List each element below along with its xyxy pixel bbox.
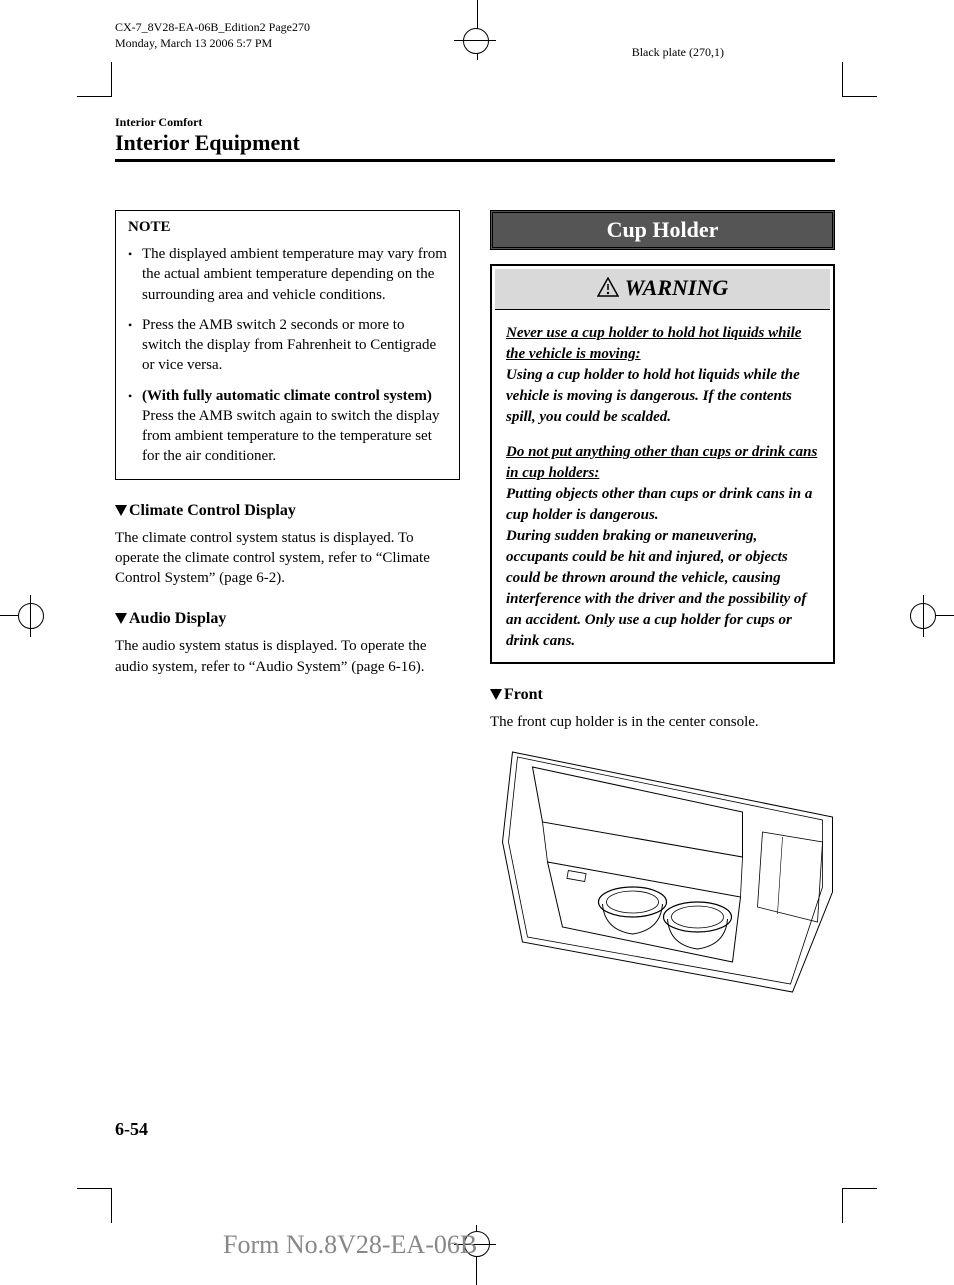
audio-heading: Audio Display — [115, 610, 460, 628]
page-content: Interior Comfort Interior Equipment NOTE… — [115, 115, 835, 1007]
cup-holder-illustration — [490, 742, 835, 1002]
black-plate-label: Black plate (270,1) — [632, 45, 724, 60]
corner-mark-bl — [77, 1188, 112, 1223]
warning-box: WARNING Never use a cup holder to hold h… — [490, 264, 835, 664]
warning-label: WARNING — [625, 275, 729, 300]
warning-text-2: Putting objects other than cups or drink… — [506, 486, 812, 649]
note-item-text: Press the AMB switch 2 seconds or more t… — [142, 317, 436, 374]
triangle-icon — [115, 613, 127, 624]
print-header-line2: Monday, March 13 2006 5:7 PM — [115, 36, 310, 52]
note-item-text: The displayed ambient temperature may va… — [142, 246, 447, 303]
crop-mark-top — [474, 0, 480, 60]
crop-mark-left — [0, 613, 40, 619]
audio-heading-text: Audio Display — [129, 610, 226, 627]
right-column: Cup Holder WARNING Never use a cup holde… — [490, 210, 835, 1007]
climate-body: The climate control system status is dis… — [115, 528, 460, 589]
crop-mark-top-h — [454, 40, 496, 41]
form-number: Form No.8V28-EA-06B — [223, 1230, 477, 1260]
warning-underline-2: Do not put anything other than cups or d… — [506, 442, 819, 484]
warning-para-2: Do not put anything other than cups or d… — [506, 442, 819, 652]
note-item: Press the AMB switch 2 seconds or more t… — [142, 315, 447, 376]
crop-mark-right-v — [923, 595, 924, 637]
note-title: NOTE — [128, 219, 447, 236]
note-box: NOTE The displayed ambient temperature m… — [115, 210, 460, 480]
triangle-icon — [115, 505, 127, 516]
warning-header: WARNING — [495, 269, 830, 310]
page-header: Interior Comfort Interior Equipment — [115, 115, 835, 162]
note-list: The displayed ambient temperature may va… — [128, 244, 447, 467]
columns: NOTE The displayed ambient temperature m… — [115, 210, 835, 1007]
section-title: Interior Equipment — [115, 130, 835, 156]
note-item: The displayed ambient temperature may va… — [142, 244, 447, 305]
warning-text-1: Using a cup holder to hold hot liquids w… — [506, 367, 800, 425]
corner-mark-br — [842, 1188, 877, 1223]
left-column: NOTE The displayed ambient temperature m… — [115, 210, 460, 1007]
front-body: The front cup holder is in the center co… — [490, 712, 835, 732]
note-item-text: Press the AMB switch again to switch the… — [142, 408, 439, 465]
climate-heading: Climate Control Display — [115, 502, 460, 520]
note-item: (With fully automatic climate control sy… — [142, 386, 447, 467]
corner-mark-tr — [842, 62, 877, 97]
section-name: Interior Comfort — [115, 115, 835, 130]
crop-mark-right — [914, 613, 954, 619]
print-header-line1: CX-7_8V28-EA-06B_Edition2 Page270 — [115, 20, 310, 36]
cup-holder-banner: Cup Holder — [490, 210, 835, 250]
warning-icon — [597, 277, 619, 303]
page-number: 6-54 — [115, 1119, 148, 1140]
front-heading-text: Front — [504, 686, 543, 703]
warning-underline-1: Never use a cup holder to hold hot liqui… — [506, 323, 819, 365]
crop-mark-left-v — [30, 595, 31, 637]
warning-para-1: Never use a cup holder to hold hot liqui… — [506, 323, 819, 428]
audio-body: The audio system status is displayed. To… — [115, 636, 460, 677]
climate-heading-text: Climate Control Display — [129, 502, 296, 519]
front-heading: Front — [490, 686, 835, 704]
corner-mark-tl — [77, 62, 112, 97]
triangle-icon — [490, 689, 502, 700]
print-header: CX-7_8V28-EA-06B_Edition2 Page270 Monday… — [115, 20, 310, 51]
warning-body: Never use a cup holder to hold hot liqui… — [492, 313, 833, 662]
note-item-bold: (With fully automatic climate control sy… — [142, 388, 432, 404]
